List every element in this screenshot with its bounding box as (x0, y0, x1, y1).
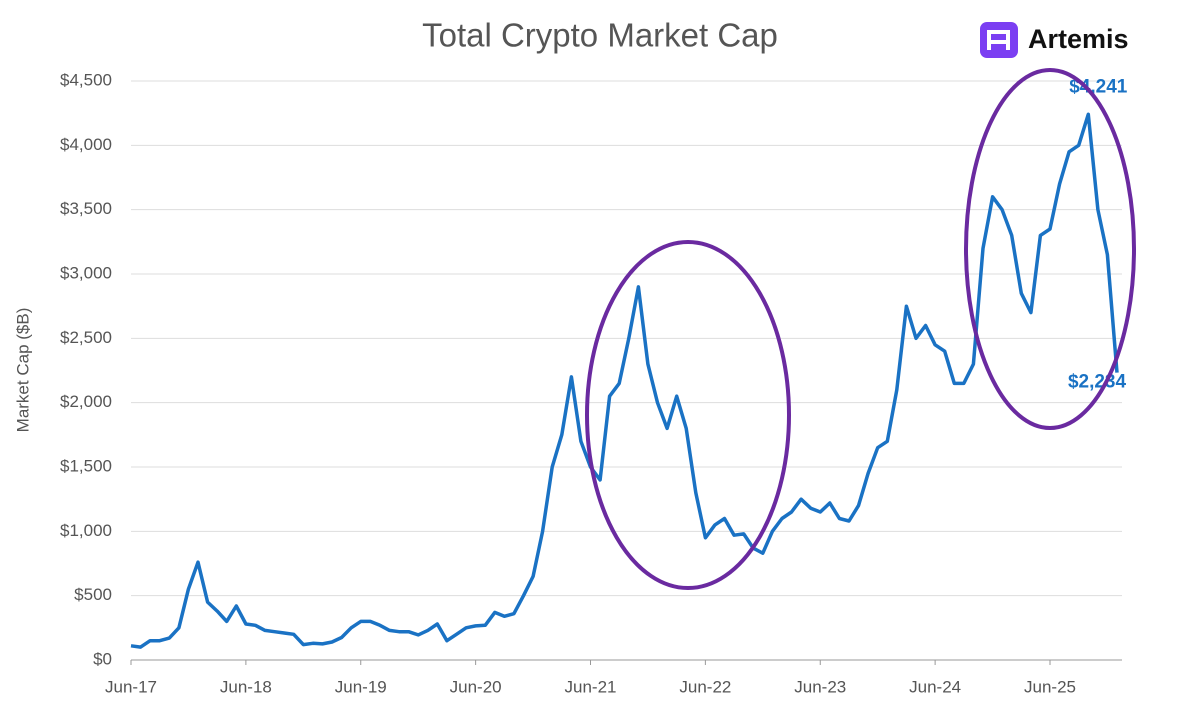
highlight-ellipse (585, 240, 791, 590)
logo-glyph (987, 30, 1010, 50)
y-tick-label: $1,500 (60, 456, 112, 475)
x-tick-label: Jun-22 (679, 677, 731, 696)
chart-title: Total Crypto Market Cap (422, 17, 778, 54)
logo-text: Artemis (1028, 24, 1129, 54)
x-tick-label: Jun-18 (220, 677, 272, 696)
plot: $0 $500 $1,000 $1,500 $2,000 $2,500 $3,000 $3,5… (60, 70, 1128, 696)
data-label: $4,241 (1069, 76, 1128, 97)
x-tick-label: Jun-17 (105, 677, 157, 696)
line-series (130, 112, 1119, 649)
y-axis-label: Market Cap ($B) (13, 308, 32, 433)
y-tick-label: $2,500 (60, 328, 112, 347)
y-tick-label: $3,500 (60, 199, 112, 218)
x-tick-label: Jun-19 (335, 677, 387, 696)
y-tick-label: $4,500 (60, 70, 112, 89)
y-tick-label: $0 (93, 649, 112, 668)
y-tick-label: $2,000 (60, 392, 112, 411)
x-tick-label: Jun-23 (794, 677, 846, 696)
x-tick-label: Jun-24 (909, 677, 961, 696)
y-tick-label: $1,000 (60, 521, 112, 540)
highlight-ellipse (964, 68, 1136, 430)
y-tick-label: $3,000 (60, 263, 112, 282)
logo: Artemis (980, 22, 1129, 58)
x-tick-label: Jun-21 (565, 677, 617, 696)
y-tick-label: $500 (74, 585, 112, 604)
x-tick-label: Jun-20 (450, 677, 502, 696)
data-label: $2,234 (1068, 372, 1127, 393)
y-tick-label: $4,000 (60, 135, 112, 154)
x-tick-label: Jun-25 (1024, 677, 1076, 696)
